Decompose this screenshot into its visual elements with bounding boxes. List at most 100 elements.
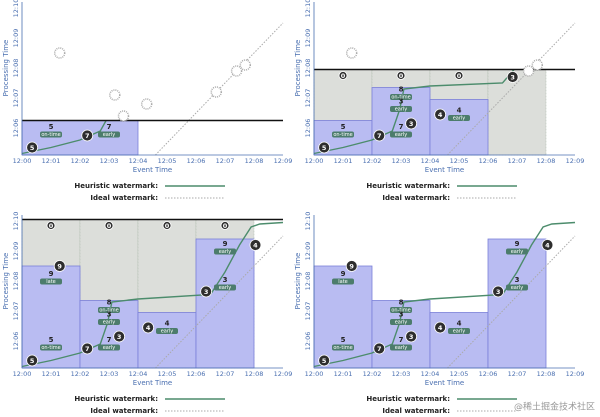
element-bubble bbox=[249, 239, 262, 251]
zero-value: 0 bbox=[223, 222, 228, 230]
y-axis-label: Processing Time bbox=[294, 253, 302, 310]
element-value: 4 bbox=[438, 324, 443, 332]
pane-count: 7 bbox=[107, 123, 112, 131]
x-tick-label: 12:08 bbox=[537, 157, 556, 165]
x-tick-label: 12:08 bbox=[245, 157, 264, 165]
future-element bbox=[53, 47, 66, 59]
zero-marker bbox=[220, 221, 230, 230]
x-tick-label: 12:08 bbox=[245, 370, 264, 378]
pane-count: 5 bbox=[341, 123, 346, 131]
future-element bbox=[140, 98, 153, 110]
x-tick-label: 12:05 bbox=[158, 370, 177, 378]
pane-timing: on-time bbox=[41, 132, 60, 138]
y-tick-label: 12:09 bbox=[304, 242, 312, 261]
pane-count: 4 bbox=[165, 320, 170, 328]
pane-timing: early bbox=[103, 345, 116, 351]
pane-shade bbox=[487, 69, 547, 156]
y-tick-label: 12:06 bbox=[12, 332, 20, 351]
x-tick-label: 12:06 bbox=[187, 157, 206, 165]
pane bbox=[429, 99, 489, 156]
element-bubble bbox=[142, 321, 155, 334]
x-tick-label: 12:01 bbox=[42, 370, 61, 378]
timing-tag bbox=[214, 248, 236, 255]
element-bubble bbox=[200, 285, 213, 298]
element-bubble bbox=[492, 285, 505, 298]
element-value: 5 bbox=[322, 357, 327, 365]
legend-ideal: Ideal watermark: bbox=[90, 194, 158, 202]
heuristic-watermark bbox=[21, 221, 284, 368]
pane-timing: on-time bbox=[333, 132, 352, 138]
y-tick-label: 12:07 bbox=[304, 89, 312, 108]
x-tick-label: 12:05 bbox=[450, 157, 469, 165]
element-value: 3 bbox=[409, 333, 414, 341]
x-axis-label: Event Time bbox=[425, 379, 464, 387]
x-axis-label: Event Time bbox=[133, 166, 172, 174]
pane-timing: on-time bbox=[333, 345, 352, 351]
y-axis-label: Processing Time bbox=[294, 40, 302, 97]
pane-timing: late bbox=[338, 279, 348, 285]
heuristic-watermark bbox=[21, 120, 107, 155]
timing-tag bbox=[98, 307, 120, 313]
element-value: 4 bbox=[438, 111, 443, 119]
pane-count: 8 bbox=[107, 299, 112, 307]
element-value: 9 bbox=[57, 263, 62, 271]
y-tick-label: 12:06 bbox=[304, 119, 312, 138]
pane-timing: early bbox=[511, 285, 524, 291]
y-axis-label: Processing Time bbox=[2, 40, 10, 97]
x-tick-label: 12:03 bbox=[100, 157, 119, 165]
element-value: 7 bbox=[377, 345, 382, 353]
timing-tag bbox=[390, 307, 412, 313]
timing-tag bbox=[98, 319, 120, 325]
legend-heuristic: Heuristic watermark: bbox=[74, 182, 158, 190]
zero-value: 0 bbox=[49, 222, 54, 230]
x-tick-label: 12:06 bbox=[187, 370, 206, 378]
y-tick-label: 12:06 bbox=[304, 332, 312, 351]
panel: 12:00 12:01 12:02 12:03 12:04 12:05 12:06 12:07… bbox=[294, 0, 584, 202]
y-tick-label: 12:10 bbox=[304, 0, 312, 17]
pane-timing: early bbox=[453, 329, 466, 335]
pane-timing: early bbox=[161, 329, 174, 335]
legend-ideal: Ideal watermark: bbox=[90, 407, 158, 415]
timing-tag bbox=[448, 328, 470, 334]
timing-tag bbox=[214, 284, 236, 291]
zero-marker bbox=[46, 221, 56, 230]
pane-timing: early bbox=[395, 345, 408, 351]
timing-tag bbox=[390, 94, 412, 100]
pane-count: 4 bbox=[457, 107, 462, 115]
pane-timing: on-time bbox=[391, 95, 410, 101]
element-value: 4 bbox=[146, 324, 151, 332]
y-tick-label: 12:08 bbox=[12, 272, 20, 291]
element-bubble bbox=[506, 71, 519, 83]
zero-marker bbox=[454, 71, 464, 80]
element-bubble bbox=[373, 342, 386, 355]
timing-tag bbox=[332, 344, 354, 351]
element-bubble bbox=[434, 108, 447, 121]
x-tick-label: 12:02 bbox=[71, 370, 90, 378]
timing-tag bbox=[390, 131, 412, 138]
future-element bbox=[239, 59, 252, 71]
timing-tag bbox=[506, 248, 528, 255]
timing-tag bbox=[390, 344, 412, 351]
x-tick-label: 12:02 bbox=[363, 370, 382, 378]
panel: 12:00 12:01 12:02 12:03 12:04 12:05 12:06 12:07… bbox=[2, 0, 292, 202]
zero-marker bbox=[338, 71, 348, 80]
pane bbox=[487, 238, 547, 369]
zero-value: 0 bbox=[399, 72, 404, 80]
y-tick-label: 12:09 bbox=[12, 242, 20, 261]
pane-count: 3 bbox=[107, 311, 112, 319]
zero-marker bbox=[104, 221, 114, 230]
ideal-watermark bbox=[447, 22, 576, 156]
pane-count: 8 bbox=[399, 86, 404, 94]
pane-timing: early bbox=[453, 116, 466, 122]
pane-count: 3 bbox=[399, 98, 404, 106]
y-tick-label: 12:08 bbox=[12, 59, 20, 78]
x-tick-label: 12:09 bbox=[274, 157, 293, 165]
y-axis-label: Processing Time bbox=[2, 253, 10, 310]
element-value: 3 bbox=[204, 288, 209, 296]
pane-count: 5 bbox=[49, 123, 54, 131]
pane-timing: early bbox=[395, 320, 408, 326]
pane-timing: early bbox=[219, 285, 232, 291]
element-value: 5 bbox=[30, 144, 35, 152]
element-bubble bbox=[373, 129, 386, 142]
x-tick-label: 12:01 bbox=[334, 157, 353, 165]
